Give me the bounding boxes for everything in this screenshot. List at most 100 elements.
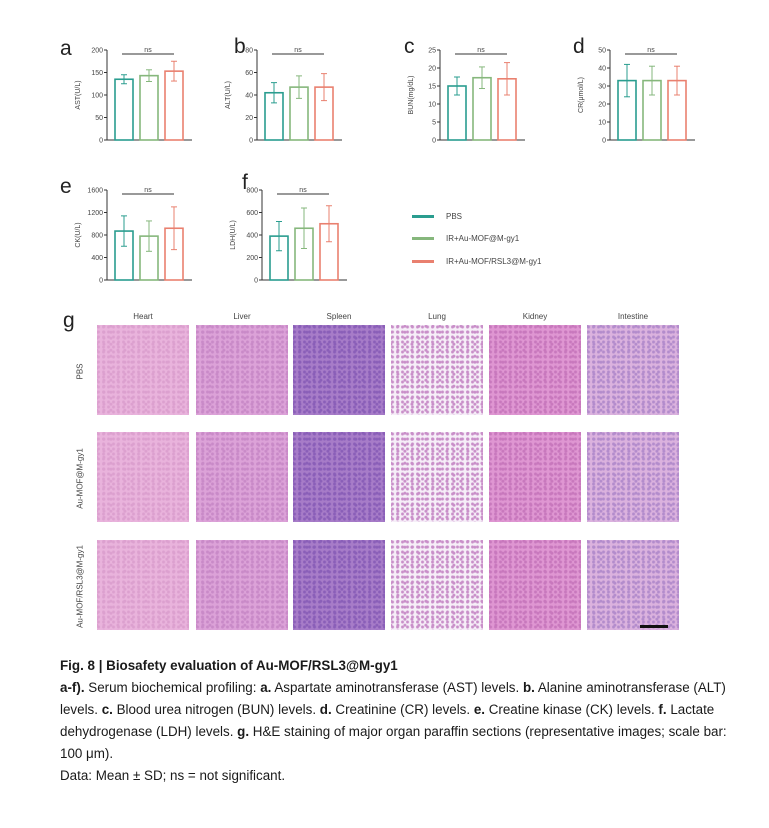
y-axis-label: CR(μmol/L): [578, 77, 585, 113]
panel-letter-b: b: [234, 35, 246, 58]
y-axis-label: CK(U/L): [75, 222, 82, 247]
y-tick-label: 20: [428, 66, 436, 73]
he-image-lung: [391, 432, 483, 522]
y-tick-label: 400: [246, 233, 258, 240]
legend-swatch: [412, 259, 434, 263]
y-tick-label: 25: [428, 48, 436, 55]
panel-letter-g: g: [63, 309, 75, 332]
y-tick-label: 400: [91, 255, 103, 262]
he-image-lung: [391, 325, 483, 415]
column-label-lung: Lung: [428, 312, 446, 321]
y-tick-label: 800: [246, 188, 258, 195]
caption-footer: Data: Mean ± SD; ns = not significant.: [60, 768, 286, 783]
significance-label: ns: [477, 47, 485, 54]
he-image-heart: [97, 432, 189, 522]
y-tick-label: 1200: [87, 210, 103, 217]
panel-letter-d: d: [573, 35, 585, 58]
he-image-liver: [196, 432, 288, 522]
y-axis-label: BUN(mg/dL): [408, 76, 415, 115]
significance-label: ns: [144, 47, 152, 54]
chart-cr: 0 10 20 30 40 50 CR(μmol/L) ns: [578, 47, 695, 145]
legend-label: IR+Au-MOF/RSL3@M-gy1: [446, 256, 542, 266]
column-label-liver: Liver: [233, 312, 251, 321]
legend-swatch: [412, 214, 434, 218]
panel-letter-c: c: [404, 35, 415, 58]
figure-caption: Fig. 8 | Biosafety evaluation of Au-MOF/…: [60, 655, 750, 787]
y-tick-label: 10: [428, 102, 436, 109]
he-image-intestine: [587, 540, 679, 630]
he-image-spleen: [293, 325, 385, 415]
y-tick-label: 0: [254, 278, 258, 285]
y-tick-label: 800: [91, 233, 103, 240]
he-image-kidney: [489, 540, 581, 630]
panel-letter-a: a: [60, 37, 72, 60]
he-image-liver: [196, 540, 288, 630]
y-tick-label: 50: [598, 48, 606, 55]
he-image-heart: [97, 325, 189, 415]
column-label-kidney: Kidney: [522, 312, 548, 321]
chart-ast: 0 50 100 150 200 AST(U/L) ns: [75, 47, 192, 145]
y-tick-label: 20: [245, 115, 253, 122]
he-image-intestine: [587, 325, 679, 415]
scale-bar: [640, 625, 668, 628]
y-axis-label: AST(U/L): [75, 80, 82, 109]
legend: PBS IR+Au-MOF@M-gy1 IR+Au-MOF/RSL3@M-gy1: [412, 205, 541, 273]
y-tick-label: 1600: [87, 188, 103, 195]
significance-label: ns: [144, 187, 152, 194]
y-tick-label: 0: [432, 138, 436, 145]
y-axis-label: LDH(U/L): [230, 220, 237, 250]
row-label: Au-MOF@M-gy1: [75, 448, 85, 509]
he-image-spleen: [293, 540, 385, 630]
y-tick-label: 0: [602, 138, 606, 145]
y-tick-label: 150: [91, 70, 103, 77]
he-image-kidney: [489, 325, 581, 415]
legend-label: IR+Au-MOF@M-gy1: [446, 234, 520, 244]
he-image-kidney: [489, 432, 581, 522]
y-tick-label: 0: [99, 278, 103, 285]
column-label-spleen: Spleen: [326, 312, 352, 321]
legend-label: PBS: [446, 211, 463, 221]
y-tick-label: 20: [598, 102, 606, 109]
column-label-heart: Heart: [133, 312, 153, 321]
y-tick-label: 40: [598, 66, 606, 73]
he-image-spleen: [293, 432, 385, 522]
caption-body: a-f). Serum biochemical profiling: a. As…: [60, 680, 727, 761]
chart-alt: 0 20 40 60 80 ALT(U/L) ns: [225, 47, 342, 145]
chart-ldh: 0 200 400 600 800 LDH(U/L) ns: [230, 187, 347, 285]
y-tick-label: 5: [432, 120, 436, 127]
y-tick-label: 600: [246, 210, 258, 217]
y-tick-label: 200: [91, 48, 103, 55]
row-label: PBS: [75, 363, 85, 380]
panel-letter-f: f: [242, 171, 248, 194]
y-tick-label: 50: [95, 115, 103, 122]
caption-title: Fig. 8 | Biosafety evaluation of Au-MOF/…: [60, 658, 398, 673]
bar: [139, 74, 159, 141]
row-label: Au-MOF/RSL3@M-gy1: [75, 545, 85, 628]
legend-item-pbs: PBS: [412, 205, 541, 228]
y-tick-label: 0: [99, 138, 103, 145]
y-tick-label: 100: [91, 93, 103, 100]
y-axis-label: ALT(U/L): [225, 81, 232, 109]
y-tick-label: 40: [245, 93, 253, 100]
y-tick-label: 200: [246, 255, 258, 262]
y-tick-label: 10: [598, 120, 606, 127]
y-tick-label: 80: [245, 48, 253, 55]
y-tick-label: 0: [249, 138, 253, 145]
y-tick-label: 30: [598, 84, 606, 91]
he-image-lung: [391, 540, 483, 630]
significance-label: ns: [294, 47, 302, 54]
he-image-intestine: [587, 432, 679, 522]
chart-bun: 0 5 10 15 20 25 BUN(mg/dL) ns: [408, 47, 525, 145]
legend-item-au-mof-rsl3: IR+Au-MOF/RSL3@M-gy1: [412, 250, 541, 273]
y-tick-label: 15: [428, 84, 436, 91]
bar: [114, 78, 134, 141]
significance-label: ns: [299, 187, 307, 194]
panel-letter-e: e: [60, 175, 72, 198]
chart-ck: 0 400 800 1200 1600 CK(U/L) ns: [75, 187, 192, 285]
he-image-liver: [196, 325, 288, 415]
column-label-intestine: Intestine: [617, 312, 649, 321]
significance-label: ns: [647, 47, 655, 54]
y-tick-label: 60: [245, 70, 253, 77]
legend-item-au-mof: IR+Au-MOF@M-gy1: [412, 228, 541, 251]
he-image-heart: [97, 540, 189, 630]
